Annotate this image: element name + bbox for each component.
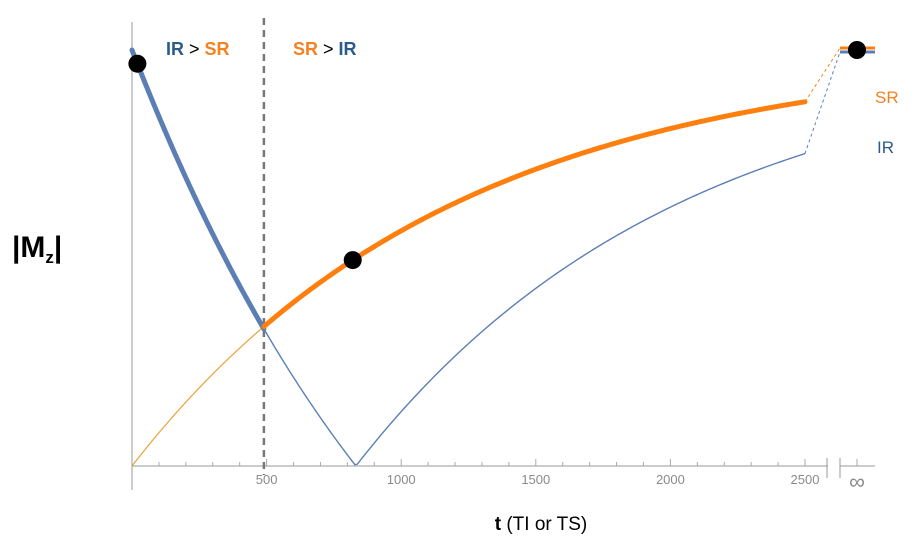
series-ir-line <box>263 152 806 466</box>
axes <box>131 18 875 490</box>
x-tick-label: 2500 <box>791 472 820 487</box>
x-tick-label: 500 <box>256 472 278 487</box>
markers <box>128 41 866 270</box>
series-ir-connector <box>804 51 841 154</box>
series-ir-highlight <box>129 47 267 332</box>
series-sr-connector <box>804 47 841 103</box>
marker-sr <box>343 251 362 270</box>
labels: IR > SR SR > IR SR IR |Mz| t (TI or TS) <box>12 39 899 535</box>
curves <box>129 46 875 467</box>
x-ticks: 500 1000 1500 2000 2500 ∞ <box>158 459 865 494</box>
x-tick-label-infinity: ∞ <box>849 469 865 494</box>
marker-both <box>848 41 866 59</box>
series-label-sr: SR <box>875 88 899 107</box>
series-sr-line <box>131 326 265 467</box>
region-label-right: SR > IR <box>293 39 357 59</box>
region-label-left: IR > SR <box>166 39 230 59</box>
series-label-ir: IR <box>877 138 894 157</box>
x-axis-label: t (TI or TS) <box>495 514 588 535</box>
series-sr-highlight <box>261 99 808 330</box>
x-tick-label: 2000 <box>656 472 685 487</box>
x-tick-label: 1000 <box>387 472 416 487</box>
y-axis-label: |Mz| <box>12 231 62 267</box>
x-tick-label: 1500 <box>521 472 550 487</box>
marker-ir <box>128 54 147 73</box>
